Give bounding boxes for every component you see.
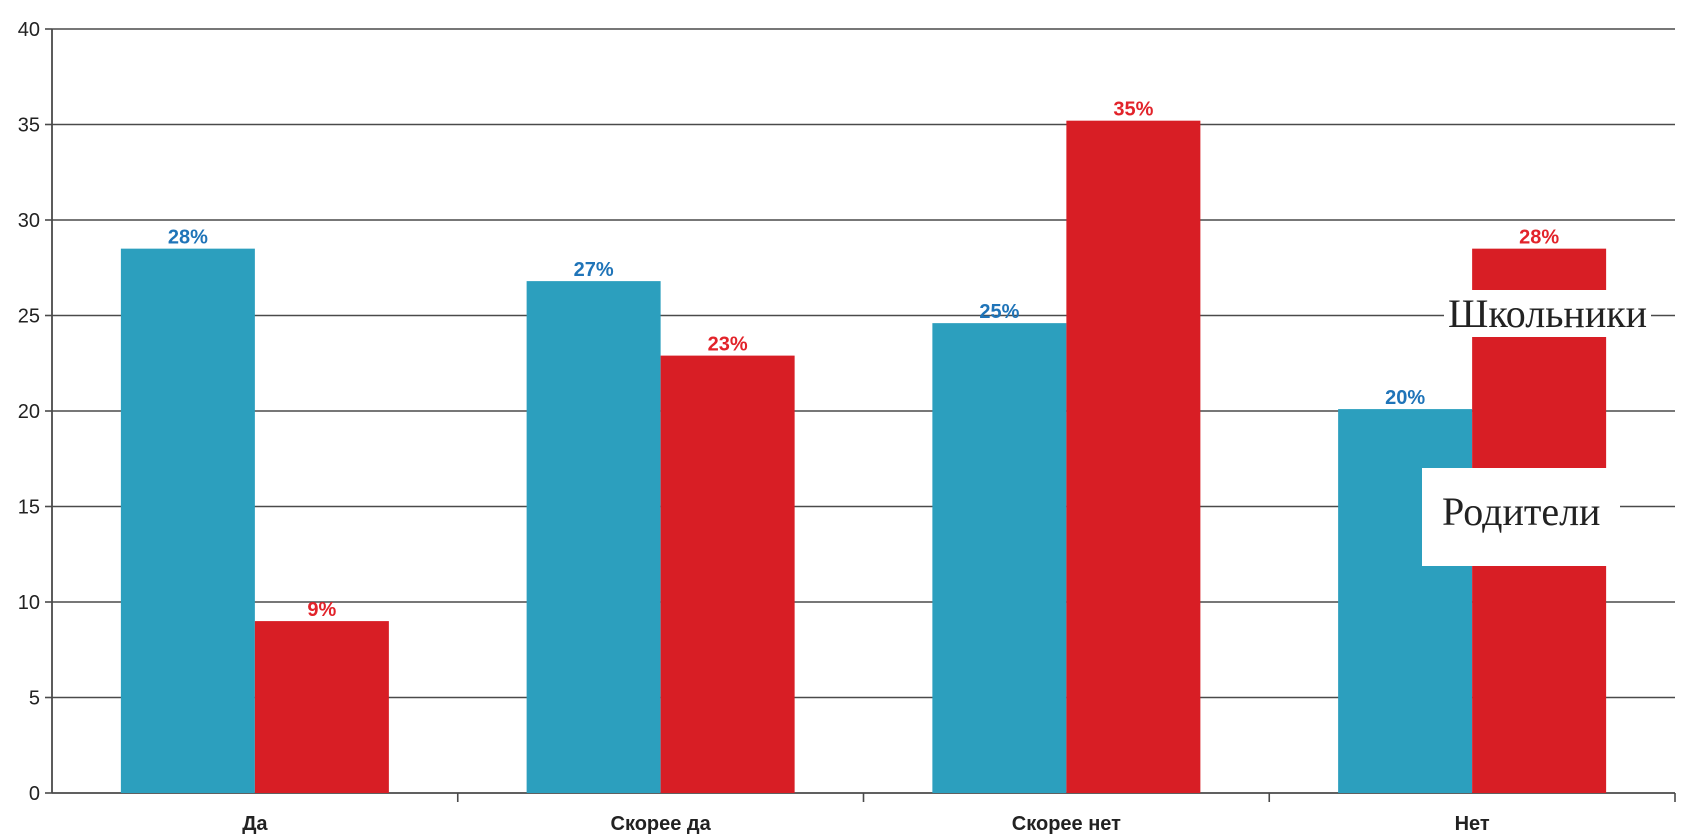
x-category-label: Нет <box>1455 813 1490 835</box>
y-tick-label: 15 <box>18 497 40 519</box>
y-tick-label: 40 <box>18 19 40 41</box>
bar-parents <box>660 355 795 793</box>
x-category-label: Скорее нет <box>1012 813 1121 835</box>
y-tick-label: 0 <box>29 783 40 805</box>
legend-label-schoolchildren: Школьники <box>1444 290 1652 337</box>
x-category-label: Скорее да <box>611 813 712 835</box>
data-label: 27% <box>574 259 614 281</box>
data-label: 20% <box>1385 387 1425 409</box>
data-label: 28% <box>1519 227 1559 249</box>
y-tick-label: 30 <box>18 210 40 232</box>
data-label: 25% <box>979 301 1019 323</box>
bar-schoolchildren <box>932 323 1067 793</box>
legend-label-parents: Родители <box>1422 468 1620 566</box>
x-category-label: Да <box>242 813 268 835</box>
bar-schoolchildren <box>120 248 255 793</box>
y-tick-label: 35 <box>18 115 40 137</box>
data-label: 28% <box>168 227 208 249</box>
data-label: 9% <box>307 599 336 621</box>
bar-schoolchildren <box>526 281 661 793</box>
y-tick-label: 10 <box>18 592 40 614</box>
bar-parents <box>1066 120 1201 794</box>
y-tick-label: 20 <box>18 401 40 423</box>
y-tick-label: 25 <box>18 306 40 328</box>
data-label: 23% <box>708 334 748 356</box>
y-tick-label: 5 <box>29 688 40 710</box>
bar-schoolchildren <box>1338 409 1473 793</box>
bar-parents <box>254 621 389 793</box>
data-label: 35% <box>1113 99 1153 121</box>
